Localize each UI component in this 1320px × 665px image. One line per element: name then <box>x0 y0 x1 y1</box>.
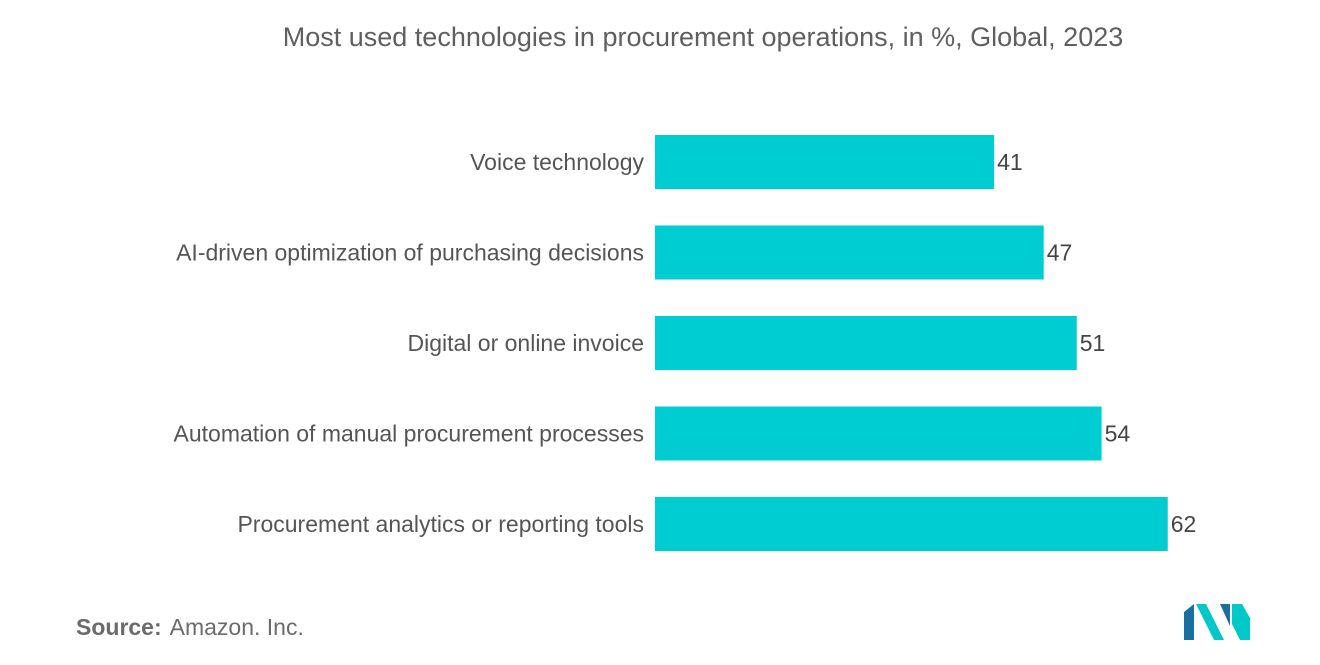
bar <box>655 225 1044 280</box>
data-label: 51 <box>1080 330 1106 356</box>
bar-chart: Voice technology 41 AI-driven optimization… <box>174 135 1197 551</box>
source-line: Source: Amazon. Inc. <box>76 614 304 641</box>
mordor-intelligence-logo-icon <box>1184 604 1250 640</box>
category-label: AI-driven optimization of purchasing dec… <box>176 240 644 266</box>
category-label: Digital or online invoice <box>407 330 644 356</box>
source-text: Amazon. Inc. <box>169 614 304 640</box>
logo-right-shape <box>1232 604 1250 640</box>
bar <box>655 135 995 189</box>
bar <box>655 497 1168 551</box>
category-label: Automation of manual procurement process… <box>174 421 644 447</box>
chart-title: Most used technologies in procurement op… <box>282 22 1124 52</box>
bar <box>655 406 1102 461</box>
category-label: Procurement analytics or reporting tools <box>237 511 644 537</box>
logo-middle-shape <box>1196 604 1224 640</box>
logo-left-shape <box>1184 604 1194 640</box>
data-label: 62 <box>1171 511 1197 537</box>
data-label: 41 <box>997 149 1023 175</box>
data-label: 47 <box>1047 240 1073 266</box>
logo-right-dark-shape <box>1220 604 1230 626</box>
source-label: Source: <box>76 614 162 640</box>
category-label: Voice technology <box>470 149 644 175</box>
bar <box>655 316 1077 370</box>
bars-layer: Voice technology 41 AI-driven optimization… <box>174 135 1197 551</box>
data-label: 54 <box>1105 421 1131 447</box>
